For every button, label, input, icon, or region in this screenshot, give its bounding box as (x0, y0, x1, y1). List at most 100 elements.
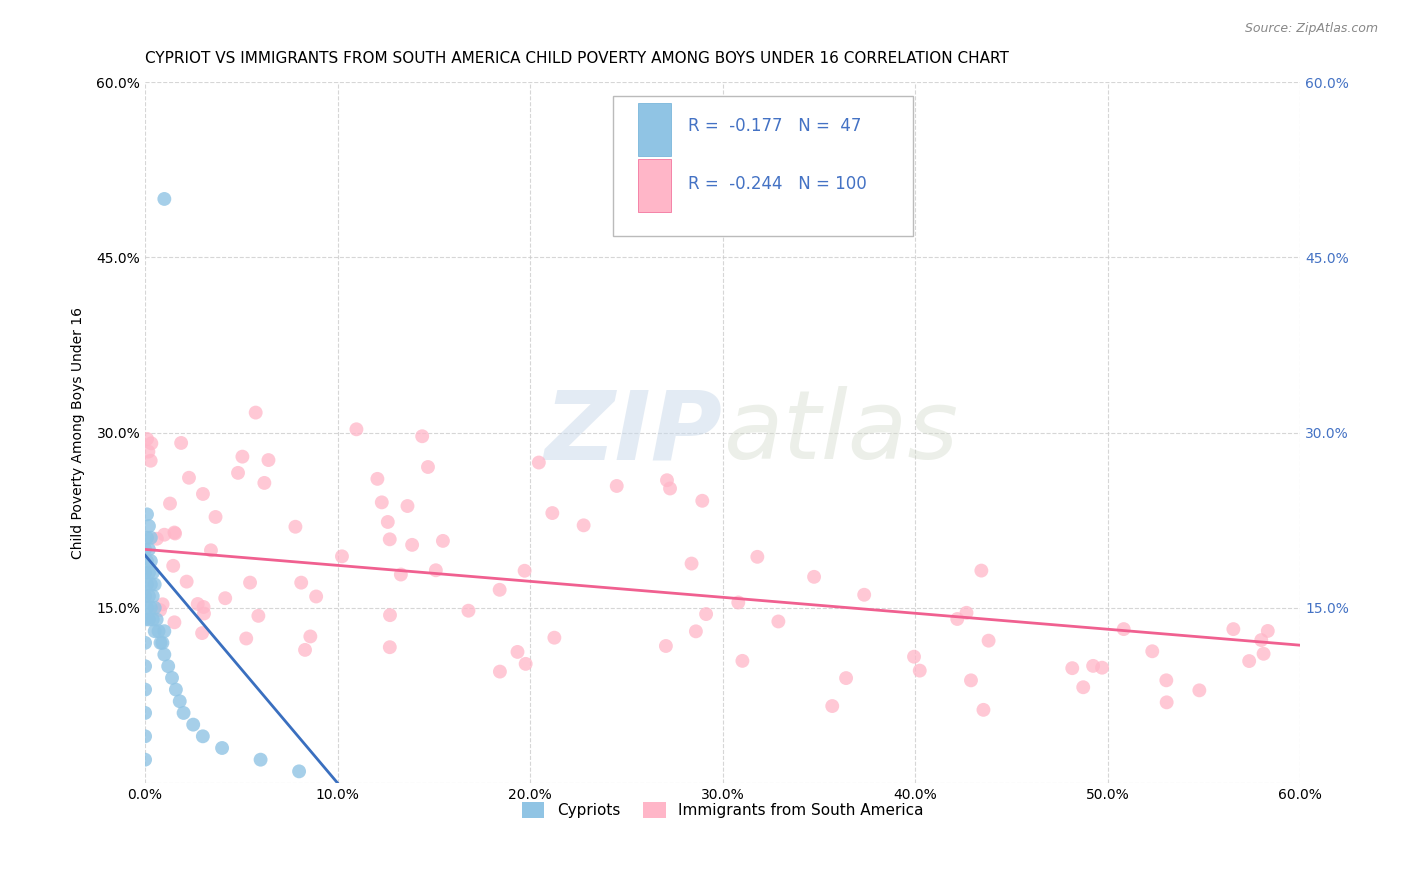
Point (288, 764, 311, 779)
Point (143, 577, 166, 591)
Point (134, 659, 156, 673)
Point (1142, 644, 1164, 658)
Point (247, 608, 270, 623)
Point (169, 694, 191, 708)
Point (235, 632, 257, 646)
Point (134, 636, 156, 650)
Point (253, 475, 276, 490)
Text: R =  -0.244   N = 100: R = -0.244 N = 100 (688, 175, 866, 193)
Point (134, 706, 156, 720)
Point (371, 495, 394, 509)
Point (138, 589, 160, 603)
Point (955, 606, 977, 620)
Point (136, 508, 159, 522)
Point (541, 506, 564, 520)
Point (141, 436, 163, 450)
Point (152, 597, 174, 611)
Point (378, 533, 401, 547)
Point (139, 554, 162, 568)
FancyBboxPatch shape (613, 96, 912, 236)
Text: Source: ZipAtlas.com: Source: ZipAtlas.com (1244, 22, 1378, 36)
Point (685, 624, 707, 639)
Point (1257, 624, 1279, 638)
Point (1237, 654, 1260, 668)
Text: atlas: atlas (723, 386, 957, 479)
Point (659, 482, 682, 496)
Point (513, 564, 536, 578)
Point (231, 450, 253, 464)
Point (138, 542, 160, 557)
Point (163, 615, 186, 630)
Point (1156, 695, 1178, 709)
Bar (638, 103, 671, 156)
Point (416, 460, 439, 475)
Point (165, 682, 187, 697)
Point (162, 558, 184, 573)
Point (193, 607, 215, 621)
Point (655, 639, 678, 653)
Point (191, 626, 214, 640)
Point (136, 577, 159, 591)
Point (1156, 673, 1178, 688)
Point (1081, 659, 1104, 673)
Point (148, 624, 170, 639)
Point (908, 664, 931, 678)
Point (153, 527, 176, 541)
Point (146, 532, 169, 546)
Point (366, 472, 388, 486)
Point (425, 563, 447, 577)
Point (330, 549, 353, 564)
Point (768, 615, 790, 629)
Point (731, 654, 754, 668)
Point (134, 682, 156, 697)
Point (572, 518, 595, 533)
Point (177, 471, 200, 485)
Point (139, 577, 162, 591)
Point (299, 630, 322, 644)
Point (157, 659, 180, 673)
Point (193, 599, 215, 614)
Point (695, 607, 717, 621)
Point (153, 192, 176, 206)
Point (245, 406, 267, 420)
Point (191, 729, 214, 743)
Point (153, 624, 176, 639)
Point (489, 665, 512, 679)
Point (204, 510, 226, 524)
Point (655, 473, 678, 487)
Point (149, 636, 172, 650)
Point (136, 600, 159, 615)
Text: ZIP: ZIP (544, 386, 723, 479)
Point (432, 533, 454, 548)
Text: CYPRIOT VS IMMIGRANTS FROM SOUTH AMERICA CHILD POVERTY AMONG BOYS UNDER 16 CORRE: CYPRIOT VS IMMIGRANTS FROM SOUTH AMERICA… (145, 51, 1010, 66)
Point (396, 499, 419, 513)
Point (506, 645, 529, 659)
Point (153, 648, 176, 662)
Point (134, 566, 156, 580)
Point (139, 454, 162, 468)
Point (181, 717, 204, 731)
Point (290, 575, 312, 590)
Point (187, 597, 209, 611)
Point (1250, 633, 1272, 648)
Point (803, 570, 825, 584)
Point (214, 591, 236, 606)
Point (543, 631, 565, 645)
Point (257, 453, 280, 467)
Point (747, 549, 769, 564)
Point (681, 557, 703, 571)
Point (138, 444, 160, 458)
Legend: Cypriots, Immigrants from South America: Cypriots, Immigrants from South America (516, 797, 929, 824)
Point (960, 673, 983, 688)
Point (138, 566, 160, 580)
Point (139, 531, 162, 545)
Point (488, 582, 510, 597)
Point (1188, 683, 1211, 698)
Point (972, 703, 994, 717)
Point (1062, 661, 1084, 675)
Point (134, 729, 156, 743)
Point (977, 633, 1000, 648)
Point (377, 515, 399, 529)
Point (1112, 622, 1135, 636)
Point (134, 589, 156, 603)
